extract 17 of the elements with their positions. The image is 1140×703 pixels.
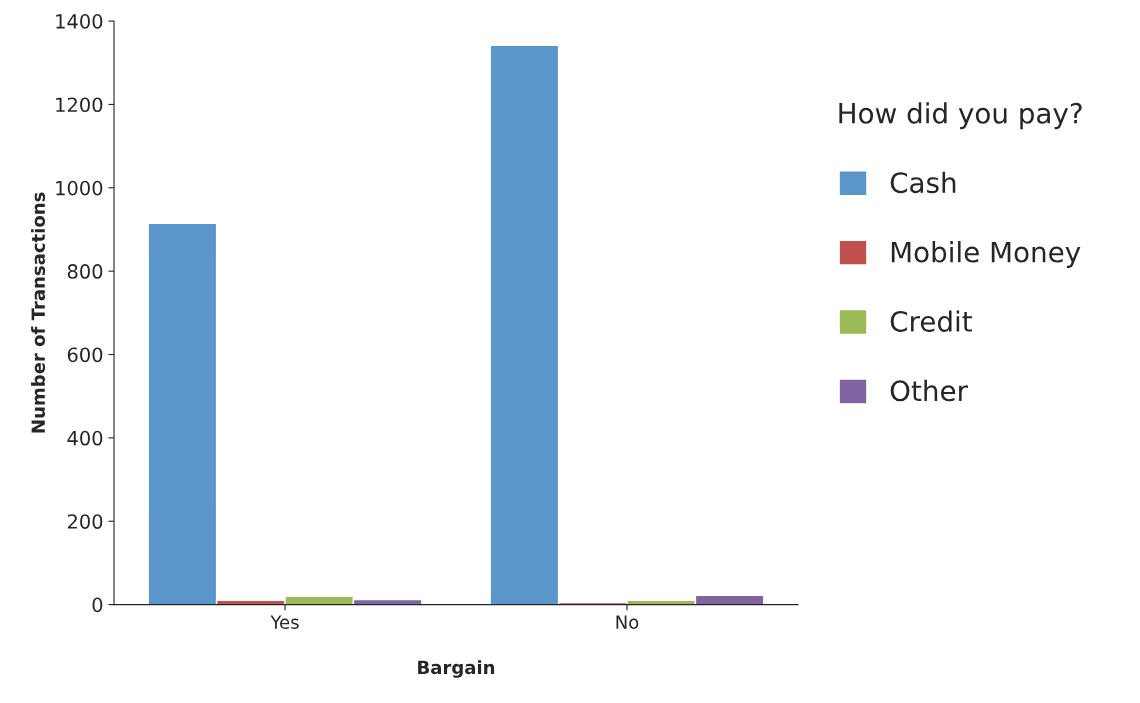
y-tick-label: 800: [67, 264, 103, 279]
x-tick-label: Yes: [270, 615, 299, 629]
x-tick-label: No: [616, 615, 639, 629]
legend-label: Credit: [890, 310, 972, 332]
y-tick-label: 200: [67, 514, 103, 529]
y-tick-label: 600: [67, 347, 103, 363]
legend-label: Mobile Money: [891, 241, 1081, 268]
y-tick-label: 1000: [56, 180, 103, 196]
legend-title: How did you pay?: [839, 102, 1082, 130]
y-tick-label: 1400: [56, 14, 103, 29]
y-tick-label: 400: [67, 430, 103, 446]
x-axis-title: Bargain: [418, 660, 495, 678]
y-tick-label: 1200: [56, 97, 103, 113]
legend-label: Other: [890, 379, 968, 402]
y-tick-label: 0: [92, 597, 103, 613]
y-axis-title: Number of Transactions: [31, 192, 46, 433]
legend-label: Cash: [890, 171, 956, 194]
